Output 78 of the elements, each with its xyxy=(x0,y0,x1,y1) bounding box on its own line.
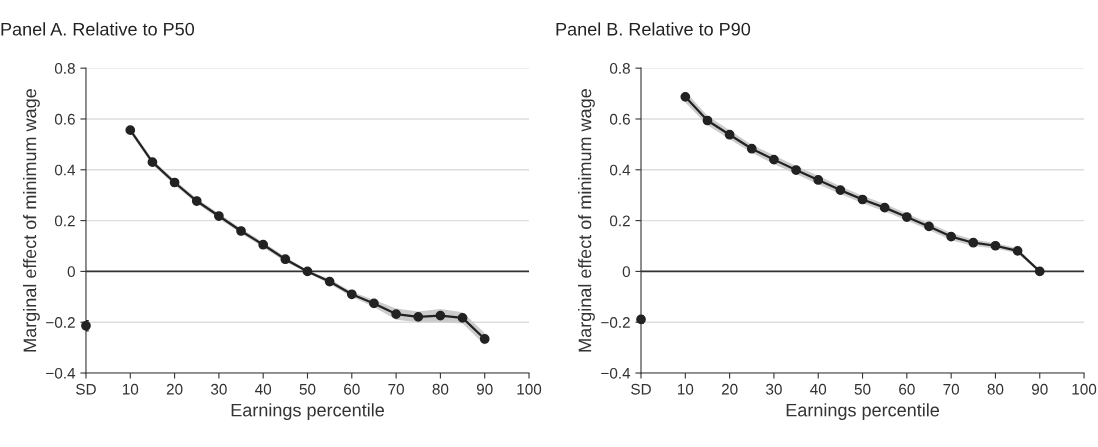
point xyxy=(636,314,646,325)
point xyxy=(924,221,934,232)
point xyxy=(236,226,246,236)
point xyxy=(702,115,713,126)
x-tick-label: 40 xyxy=(810,383,827,395)
x-tick-label: 60 xyxy=(344,383,360,395)
x-tick-label: 100 xyxy=(1072,383,1097,395)
point xyxy=(990,240,1001,251)
chart-title: Panel B. Relative to P90 xyxy=(556,22,751,36)
point xyxy=(857,194,868,205)
point xyxy=(946,231,957,242)
x-tick-label: 70 xyxy=(388,383,404,395)
x-tick-label: 20 xyxy=(166,383,183,395)
y-tick-label: 0.6 xyxy=(54,113,75,125)
point xyxy=(968,237,979,248)
point xyxy=(280,254,291,265)
x-axis-title: Earnings percentile xyxy=(231,403,384,421)
point xyxy=(191,196,202,206)
y-tick-label: 0 xyxy=(622,266,630,278)
y-tick-label: −0.2 xyxy=(46,317,75,328)
point xyxy=(302,266,313,277)
point xyxy=(169,177,180,188)
point xyxy=(81,320,91,331)
x-tick-label: 60 xyxy=(899,383,915,395)
point xyxy=(125,125,136,136)
y-tick-label: 0.8 xyxy=(54,63,75,74)
x-tick-label: 50 xyxy=(854,383,871,395)
y-tick-label: 0 xyxy=(67,266,75,278)
x-tick-label: SD xyxy=(631,383,651,395)
x-tick-label: 100 xyxy=(517,383,542,395)
y-tick-label: 0.4 xyxy=(54,164,76,176)
point xyxy=(835,185,846,195)
x-tick-label: 20 xyxy=(721,383,738,395)
point xyxy=(1034,266,1045,277)
y-tick-label: 0.2 xyxy=(54,215,75,227)
y-tick-label: 0.2 xyxy=(609,215,630,227)
point xyxy=(680,92,691,102)
x-tick-label: 70 xyxy=(943,383,960,395)
y-tick-label: −0.2 xyxy=(601,317,630,328)
y-axis-title: Marginal effect of minimum wage xyxy=(578,89,595,352)
y-tick-label: 0.6 xyxy=(609,113,630,125)
point xyxy=(346,289,357,300)
point xyxy=(879,202,890,213)
point xyxy=(746,143,757,154)
point xyxy=(147,157,158,168)
x-tick-label: 40 xyxy=(255,383,272,395)
x-tick-label: 30 xyxy=(766,383,782,395)
x-tick-label: 90 xyxy=(476,383,493,395)
point xyxy=(324,276,335,287)
point xyxy=(391,309,401,319)
point xyxy=(258,239,269,250)
chart-title: Panel A. Relative to P50 xyxy=(1,22,195,36)
y-tick-label: 0.4 xyxy=(609,164,631,176)
x-axis-title: Earnings percentile xyxy=(786,403,940,421)
point xyxy=(901,212,912,222)
point xyxy=(479,334,490,344)
x-tick-label: 50 xyxy=(299,383,316,395)
x-tick-label: 30 xyxy=(210,383,227,395)
y-tick-label: −0.4 xyxy=(46,367,76,379)
point xyxy=(369,298,379,309)
x-tick-label: 80 xyxy=(432,383,449,395)
point xyxy=(791,165,801,175)
x-tick-label: 10 xyxy=(677,383,694,395)
x-tick-label: 80 xyxy=(987,383,1004,395)
point xyxy=(214,211,224,221)
point xyxy=(724,129,735,140)
x-tick-label: 90 xyxy=(1031,383,1048,395)
x-tick-label: SD xyxy=(76,383,96,395)
y-tick-label: −0.4 xyxy=(601,367,631,379)
point xyxy=(413,312,424,322)
y-tick-label: 0.8 xyxy=(609,63,630,74)
point xyxy=(1012,245,1023,256)
point xyxy=(435,310,446,321)
point xyxy=(769,154,779,165)
point xyxy=(813,175,824,185)
point xyxy=(457,313,468,323)
y-axis-title: Marginal effect of minimum wage xyxy=(23,89,40,352)
x-tick-label: 10 xyxy=(122,383,139,395)
